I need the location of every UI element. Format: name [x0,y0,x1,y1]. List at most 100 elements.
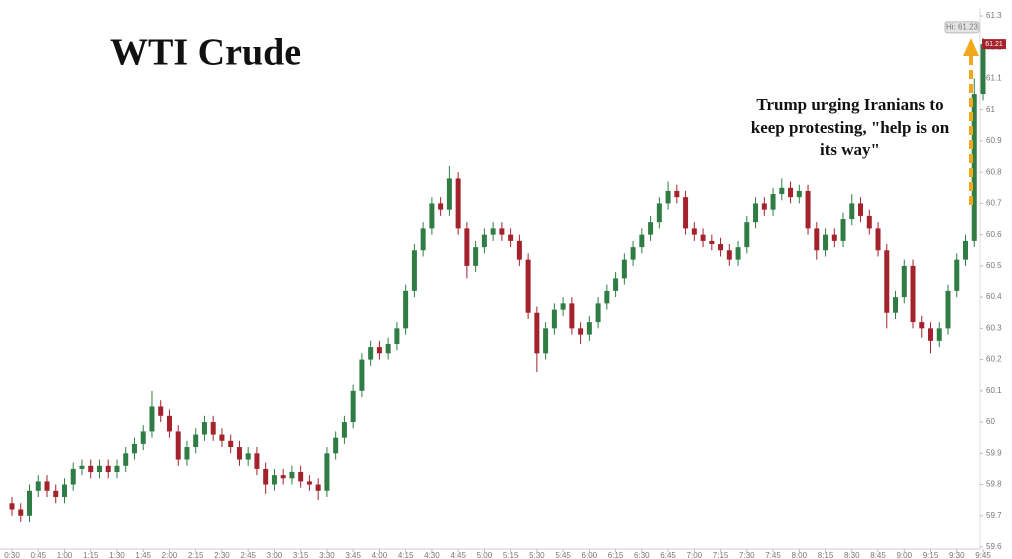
candle-body [368,347,374,360]
x-tick-label: 2:30 [214,551,230,559]
candle-body [586,322,592,335]
candle-body [569,303,575,329]
candle-body [613,278,619,291]
candle-body [96,465,102,473]
candle-body [464,228,470,266]
x-tick-label: 6:00 [582,551,598,559]
x-tick-label: 5:00 [477,551,493,559]
candle-body [385,343,391,354]
candle-body [525,259,531,313]
candle-body [753,203,759,223]
candle-body [429,203,435,229]
high-marker-box [944,21,980,34]
candle-body [674,190,680,198]
candle-body [928,328,934,341]
x-tick-label: 6:30 [634,551,650,559]
y-tick-label: 60.2 [986,355,1002,364]
candle-body [770,194,776,210]
y-tick-label: 60.8 [986,167,1002,176]
x-tick-label: 5:30 [529,551,545,559]
candle-body [595,303,601,323]
x-tick-label: 6:15 [608,551,624,559]
candle-body [779,187,785,195]
annotation: keep protesting, "help is on [751,118,950,137]
candle-body [123,453,129,466]
candle-body [210,422,216,435]
y-tick-label: 60.3 [986,323,1002,332]
candle-body [761,203,767,210]
candle-body [26,490,32,516]
candle-body [201,422,207,435]
candle-body [700,234,706,241]
candle-body [394,328,400,344]
x-tick-label: 4:15 [398,551,414,559]
candle-body [639,234,645,248]
candle-body [18,509,24,516]
candle-body [954,259,960,291]
x-tick-label: 8:30 [844,551,860,559]
y-tick-label: 60.1 [986,386,1002,395]
x-tick-label: 4:30 [424,551,440,559]
y-tick-label: 59.9 [986,448,1002,457]
candle-body [971,94,977,241]
candle-body [919,322,925,329]
candle-body [280,475,286,479]
candle-body [735,247,741,260]
x-tick-label: 8:15 [818,551,834,559]
candle-body [131,443,137,454]
y-tick-label: 59.7 [986,511,1002,520]
candle-body [376,347,382,354]
x-tick-label: 4:00 [372,551,388,559]
x-tick-label: 3:00 [267,551,283,559]
candle-body [359,359,365,391]
candle-body [105,465,111,473]
candle-body [175,431,181,460]
candle-body [455,178,461,229]
candle-body [866,215,872,229]
candle-body [945,290,951,329]
x-tick-label: 2:45 [240,551,256,559]
candle-body [324,453,330,491]
candle-body [980,44,986,95]
x-tick-label: 0:30 [4,551,20,559]
candle-body [88,465,94,473]
candle-body [534,312,540,354]
candle-body [411,250,417,291]
candle-body [315,484,321,491]
candle-body [551,309,557,329]
x-tick-label: 9:00 [896,551,912,559]
candle-body [158,406,164,416]
candle-body [245,453,251,460]
candle-body [490,228,496,235]
x-tick-label: 0:45 [30,551,46,559]
candle-body [709,240,715,245]
x-tick-label: 5:45 [555,551,571,559]
y-tick-label: 59.6 [986,542,1002,551]
candle-body [691,228,697,235]
x-tick-label: 8:00 [792,551,808,559]
x-tick-label: 9:45 [975,551,991,559]
x-tick-label: 2:00 [162,551,178,559]
x-tick-label: 2:15 [188,551,204,559]
y-tick-label: 59.8 [986,480,1002,489]
candle-body [9,503,15,510]
candle-body [621,259,627,279]
candle-body [193,434,199,448]
x-tick-label: 3:15 [293,551,309,559]
last-price-box [982,39,1006,50]
candle-body [858,203,864,216]
candle-body [516,240,522,260]
candle-body [683,197,689,229]
candle-body [718,244,724,251]
candle-body [604,290,610,304]
candle-body [44,481,50,491]
candle-body [166,415,172,432]
x-tick-label: 3:30 [319,551,335,559]
candle-body [149,406,155,432]
candle-body [788,187,794,198]
candle-body [508,234,514,241]
candle-body [473,247,479,266]
candle-body [70,468,76,485]
